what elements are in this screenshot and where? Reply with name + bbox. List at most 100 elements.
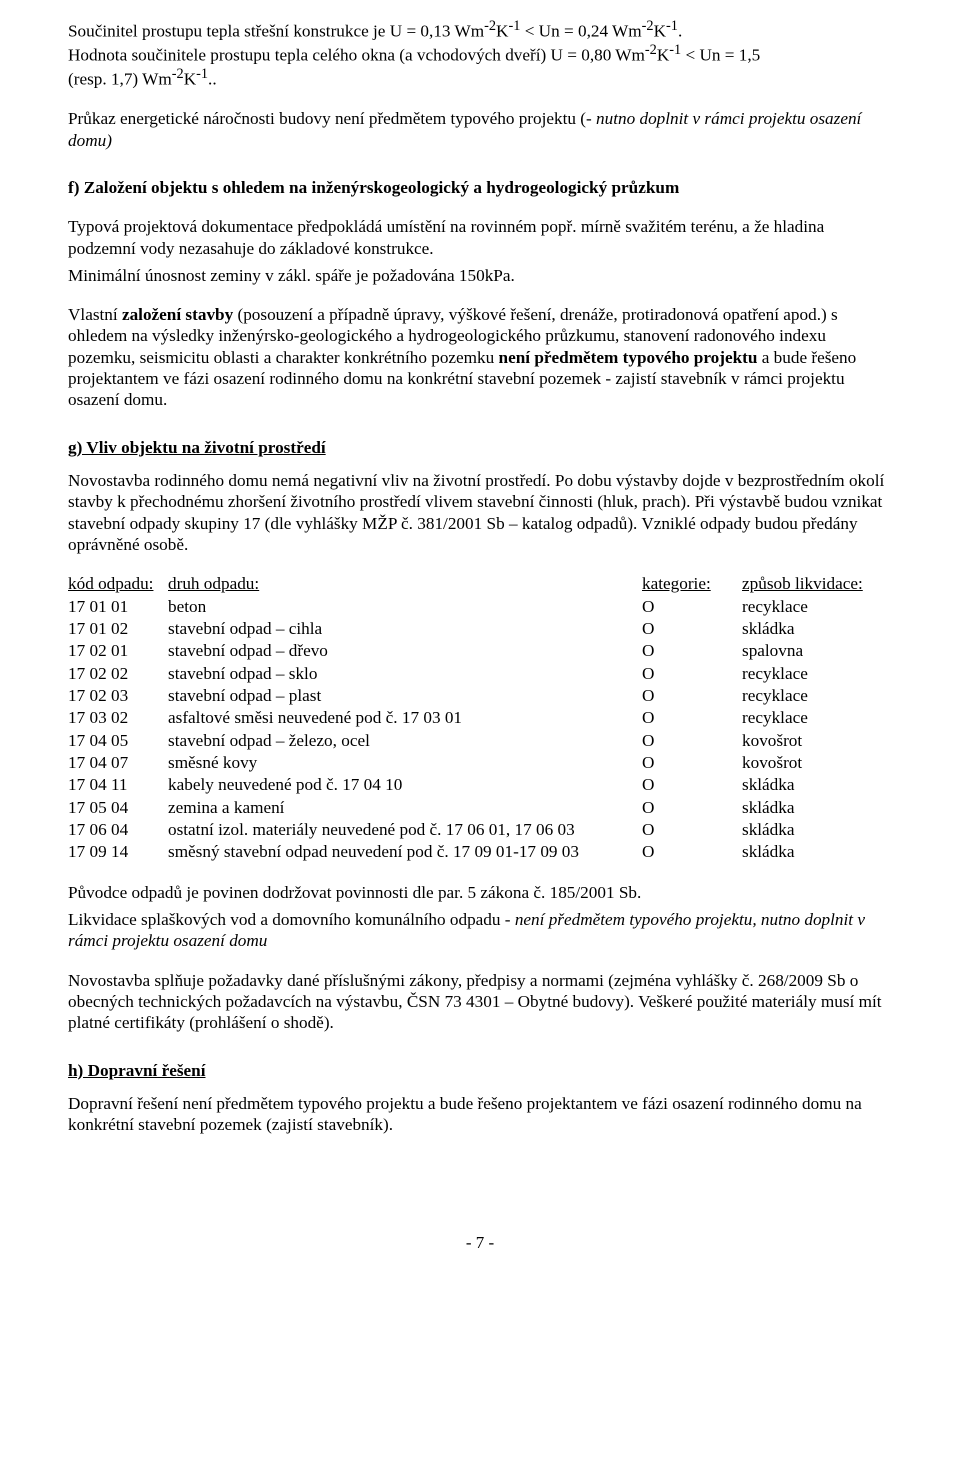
text: Likvidace splaškových vod a domovního ko… [68,910,515,929]
text: K [654,22,666,41]
table-cell: kovošrot [742,752,892,774]
table-cell: O [642,685,742,707]
table-cell: 17 02 03 [68,685,168,707]
text: Součinitel prostupu tepla střešní konstr… [68,22,484,41]
table-cell: kabely neuvedené pod č. 17 04 10 [168,774,642,796]
table-cell: recyklace [742,596,892,618]
table-header-row: kód odpadu: druh odpadu: kategorie: způs… [68,573,892,595]
table-cell: skládka [742,797,892,819]
text: . [678,22,682,41]
paragraph-g1: Novostavba rodinného domu nemá negativní… [68,470,892,555]
table-cell: stavební odpad – sklo [168,663,642,685]
table-header-cell: způsob likvidace: [742,573,892,595]
table-header-cell: kategorie: [642,573,742,595]
heading-h: h) Dopravní řešení [68,1060,892,1081]
table-cell: skládka [742,819,892,841]
waste-table: kód odpadu: druh odpadu: kategorie: způs… [68,573,892,863]
paragraph-prukaz: Průkaz energetické náročnosti budovy nen… [68,108,892,151]
paragraph-h1: Dopravní řešení není předmětem typového … [68,1093,892,1136]
table-header-cell: kód odpadu: [68,573,168,595]
table-row: 17 04 11kabely neuvedené pod č. 17 04 10… [68,774,892,796]
table-row: 17 04 05stavební odpad – železo, ocelOko… [68,730,892,752]
superscript: -2 [484,18,496,34]
text: K [496,22,508,41]
table-cell: O [642,841,742,863]
text: .. [208,70,217,89]
table-cell: O [642,663,742,685]
table-cell: kovošrot [742,730,892,752]
table-cell: stavební odpad – cihla [168,618,642,640]
paragraph-g2: Původce odpadů je povinen dodržovat povi… [68,882,892,903]
table-cell: O [642,640,742,662]
table-cell: 17 06 04 [68,819,168,841]
table-cell: 17 09 14 [68,841,168,863]
table-cell: zemina a kamení [168,797,642,819]
table-cell: recyklace [742,663,892,685]
table-cell: 17 04 05 [68,730,168,752]
table-cell: O [642,596,742,618]
text: < Un = 1,5 [681,46,760,65]
superscript: -2 [645,42,657,58]
table-cell: spalovna [742,640,892,662]
table-cell: O [642,819,742,841]
paragraph-g3: Likvidace splaškových vod a domovního ko… [68,909,892,952]
superscript: -1 [669,42,681,58]
table-row: 17 06 04ostatní izol. materiály neuveden… [68,819,892,841]
table-cell: 17 01 01 [68,596,168,618]
table-cell: beton [168,596,642,618]
text-bold: není předmětem typového projektu [499,348,758,367]
table-cell: O [642,752,742,774]
table-row: 17 02 01stavební odpad – dřevoOspalovna [68,640,892,662]
heading-f: f) Založení objektu s ohledem na inženýr… [68,177,892,198]
paragraph-f1: Typová projektová dokumentace předpoklád… [68,216,892,259]
table-cell: 17 05 04 [68,797,168,819]
table-cell: 17 02 02 [68,663,168,685]
table-cell: recyklace [742,707,892,729]
table-row: 17 01 02stavební odpad – cihlaOskládka [68,618,892,640]
table-row: 17 04 07směsné kovyOkovošrot [68,752,892,774]
table-row: 17 09 14směsný stavební odpad neuvedení … [68,841,892,863]
paragraph-intro: Součinitel prostupu tepla střešní konstr… [68,18,892,90]
table-cell: směsné kovy [168,752,642,774]
table-cell: O [642,707,742,729]
table-cell: 17 04 11 [68,774,168,796]
text: Hodnota součinitele prostupu tepla celéh… [68,46,645,65]
paragraph-f2: Minimální únosnost zeminy v zákl. spáře … [68,265,892,286]
table-cell: O [642,730,742,752]
table-cell: recyklace [742,685,892,707]
table-header-cell: druh odpadu: [168,573,642,595]
text: K [184,70,196,89]
table-cell: stavební odpad – plast [168,685,642,707]
table-cell: stavební odpad – železo, ocel [168,730,642,752]
text: Průkaz energetické náročnosti budovy nen… [68,109,586,128]
table-cell: 17 02 01 [68,640,168,662]
table-cell: O [642,774,742,796]
table-row: 17 03 02asfaltové směsi neuvedené pod č.… [68,707,892,729]
table-row: 17 02 03stavební odpad – plastOrecyklace [68,685,892,707]
table-cell: stavební odpad – dřevo [168,640,642,662]
superscript: -2 [172,66,184,82]
table-cell: skládka [742,618,892,640]
superscript: -1 [666,18,678,34]
table-cell: 17 04 07 [68,752,168,774]
table-cell: O [642,618,742,640]
heading-g: g) Vliv objektu na životní prostředí [68,437,892,458]
text-bold: založení stavby [122,305,233,324]
table-cell: skládka [742,841,892,863]
paragraph-f3: Vlastní založení stavby (posouzení a pří… [68,304,892,411]
text: Vlastní [68,305,122,324]
table-cell: 17 03 02 [68,707,168,729]
text: K [657,46,669,65]
page-number: - 7 - [68,1142,892,1253]
table-row: 17 05 04zemina a kameníOskládka [68,797,892,819]
document-page: Součinitel prostupu tepla střešní konstr… [0,0,960,1481]
table-cell: 17 01 02 [68,618,168,640]
table-cell: O [642,797,742,819]
table-cell: asfaltové směsi neuvedené pod č. 17 03 0… [168,707,642,729]
table-cell: směsný stavební odpad neuvedení pod č. 1… [168,841,642,863]
superscript: -2 [642,18,654,34]
text: < Un = 0,24 Wm [520,22,641,41]
table-row: 17 01 01betonOrecyklace [68,596,892,618]
superscript: -1 [508,18,520,34]
table-row: 17 02 02stavební odpad – skloOrecyklace [68,663,892,685]
